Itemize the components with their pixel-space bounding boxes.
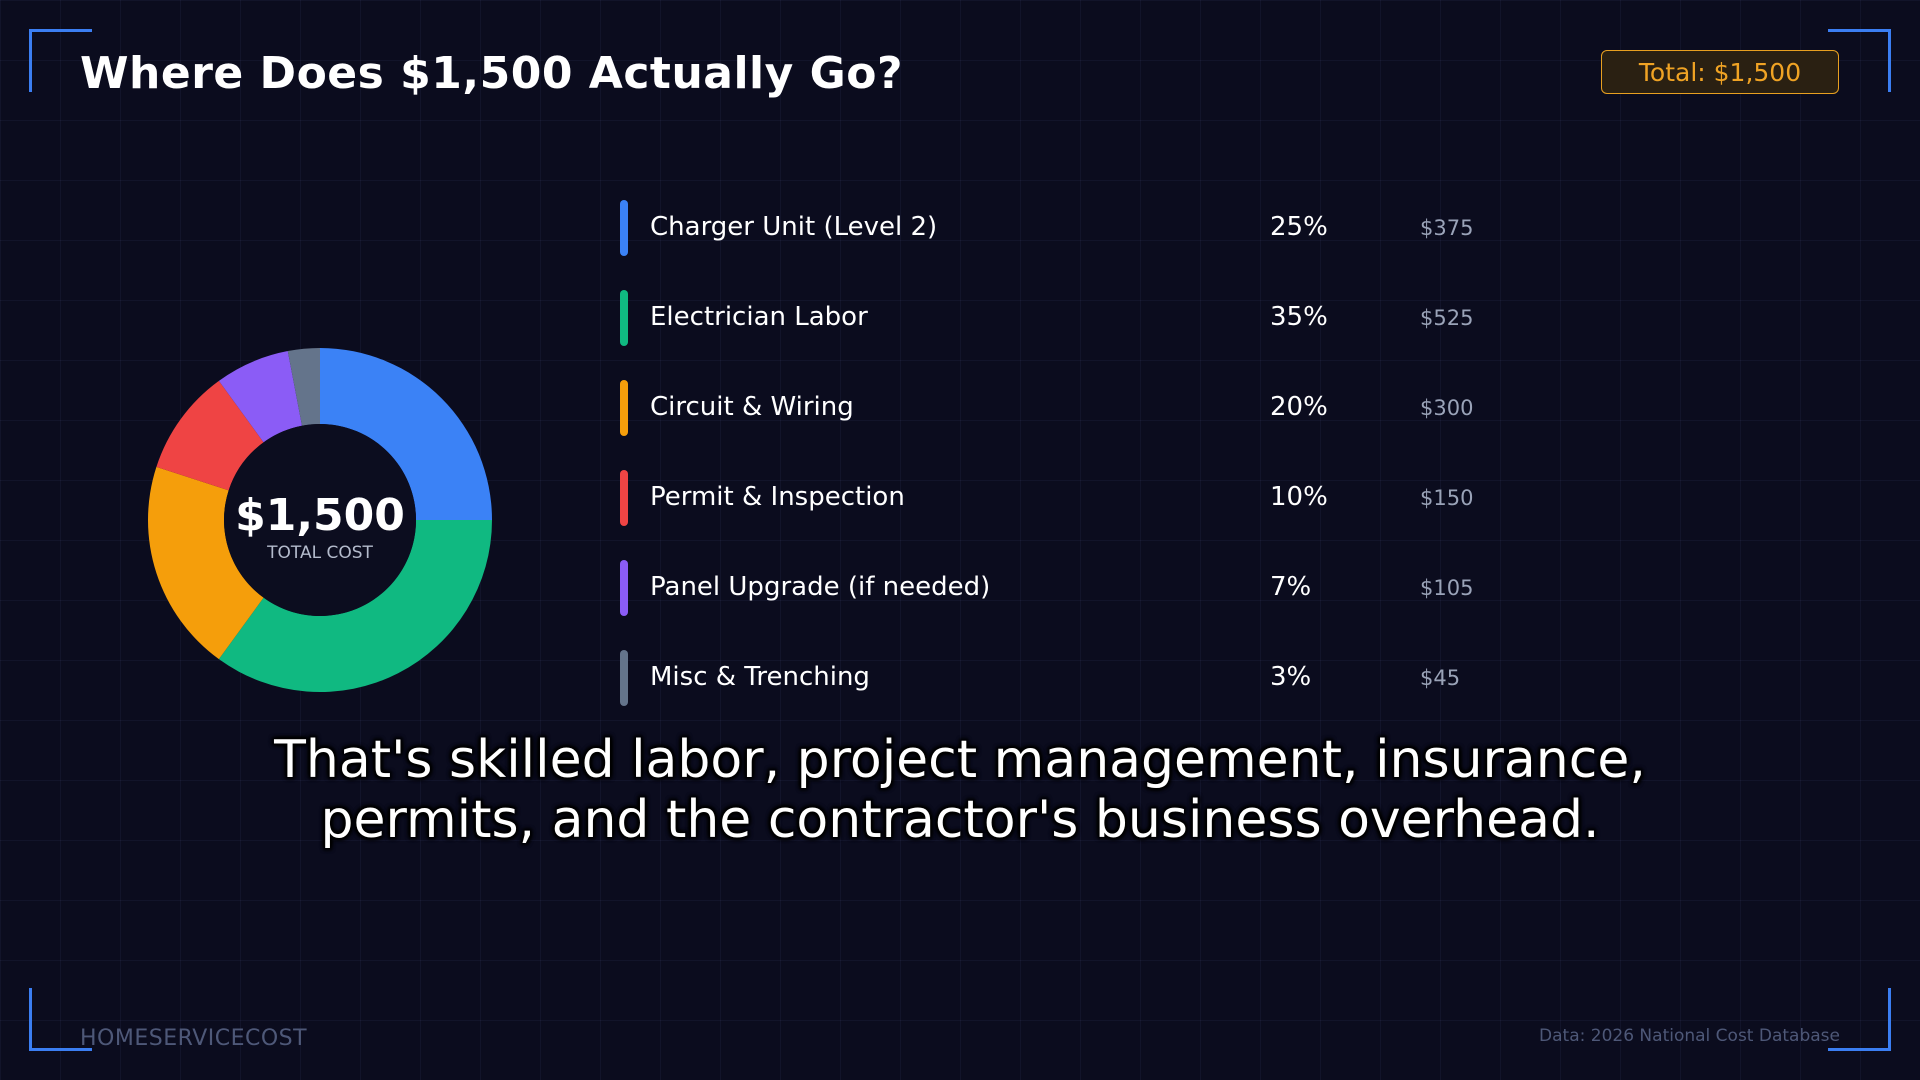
corner-bracket-top-right [1828, 29, 1891, 92]
legend-amount: $375 [1420, 216, 1474, 240]
corner-bracket-top-left [29, 29, 92, 92]
donut-slice-4 [218, 351, 303, 443]
caption: That's skilled labor, project management… [160, 730, 1760, 850]
legend-row: Circuit & Wiring 20% $300 [620, 380, 1520, 436]
donut-slice-2 [148, 466, 264, 660]
legend-row: Panel Upgrade (if needed) 7% $105 [620, 560, 1520, 616]
legend-amount: $105 [1420, 576, 1474, 600]
legend-row: Charger Unit (Level 2) 25% $375 [620, 200, 1520, 256]
page-title: Where Does $1,500 Actually Go? [80, 48, 903, 99]
total-badge: Total: $1,500 [1601, 50, 1839, 94]
legend-amount: $300 [1420, 396, 1474, 420]
legend-percent: 20% [1270, 392, 1328, 422]
legend-amount: $525 [1420, 306, 1474, 330]
donut-slice-1 [218, 520, 492, 692]
legend-label: Permit & Inspection [650, 482, 905, 512]
legend-color-bar [620, 650, 628, 706]
legend-row: Electrician Labor 35% $525 [620, 290, 1520, 346]
legend-color-bar [620, 560, 628, 616]
legend-color-bar [620, 290, 628, 346]
legend-label: Circuit & Wiring [650, 392, 854, 422]
legend-label: Electrician Labor [650, 302, 868, 332]
donut-center-value: $1,500 [235, 490, 405, 541]
legend-percent: 10% [1270, 482, 1328, 512]
legend-row: Permit & Inspection 10% $150 [620, 470, 1520, 526]
legend-percent: 25% [1270, 212, 1328, 242]
legend-percent: 35% [1270, 302, 1328, 332]
donut-slice-5 [287, 348, 320, 426]
donut-hole [224, 424, 416, 616]
legend-color-bar [620, 380, 628, 436]
legend-percent: 7% [1270, 572, 1312, 602]
donut-chart: $1,500 TOTAL COST [148, 348, 492, 692]
donut-slice-3 [156, 380, 264, 491]
caption-line-1: That's skilled labor, project management… [274, 730, 1646, 790]
legend-label: Misc & Trenching [650, 662, 870, 692]
data-source: Data: 2026 National Cost Database [1539, 1026, 1840, 1046]
legend-amount: $45 [1420, 666, 1461, 690]
legend-percent: 3% [1270, 662, 1312, 692]
brand-name: HOMESERVICECOST [80, 1026, 308, 1051]
donut-slice-0 [320, 348, 492, 520]
corner-bracket-bottom-right [1828, 988, 1891, 1051]
legend-label: Panel Upgrade (if needed) [650, 572, 991, 602]
legend-color-bar [620, 200, 628, 256]
legend-color-bar [620, 470, 628, 526]
legend-amount: $150 [1420, 486, 1474, 510]
caption-line-2: permits, and the contractor's business o… [320, 790, 1600, 850]
donut-center-label: TOTAL COST [266, 543, 373, 563]
legend-label: Charger Unit (Level 2) [650, 212, 938, 242]
corner-bracket-bottom-left [29, 988, 92, 1051]
legend-row: Misc & Trenching 3% $45 [620, 650, 1520, 706]
